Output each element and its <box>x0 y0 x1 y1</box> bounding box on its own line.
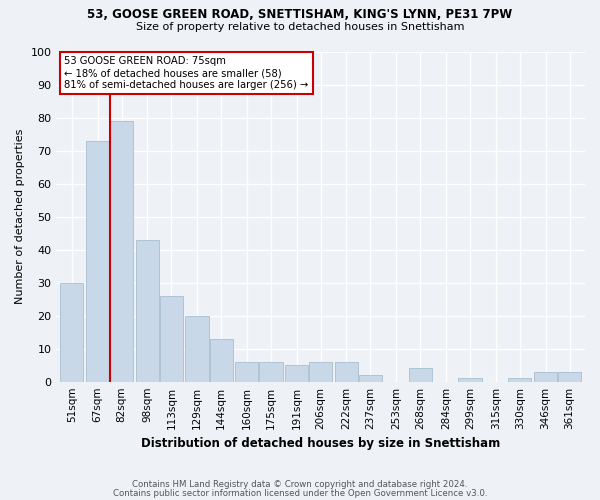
Bar <box>185 316 209 382</box>
Bar <box>558 372 581 382</box>
Text: Contains HM Land Registry data © Crown copyright and database right 2024.: Contains HM Land Registry data © Crown c… <box>132 480 468 489</box>
Bar <box>136 240 159 382</box>
Text: 53 GOOSE GREEN ROAD: 75sqm
← 18% of detached houses are smaller (58)
81% of semi: 53 GOOSE GREEN ROAD: 75sqm ← 18% of deta… <box>64 56 308 90</box>
Text: Size of property relative to detached houses in Snettisham: Size of property relative to detached ho… <box>136 22 464 32</box>
Bar <box>359 375 382 382</box>
Bar <box>259 362 283 382</box>
Text: 53, GOOSE GREEN ROAD, SNETTISHAM, KING'S LYNN, PE31 7PW: 53, GOOSE GREEN ROAD, SNETTISHAM, KING'S… <box>88 8 512 20</box>
Bar <box>235 362 259 382</box>
Text: Contains public sector information licensed under the Open Government Licence v3: Contains public sector information licen… <box>113 489 487 498</box>
Bar <box>309 362 332 382</box>
Bar <box>409 368 432 382</box>
Bar <box>508 378 532 382</box>
Bar <box>110 121 133 382</box>
X-axis label: Distribution of detached houses by size in Snettisham: Distribution of detached houses by size … <box>141 437 500 450</box>
Bar <box>86 140 109 382</box>
Y-axis label: Number of detached properties: Number of detached properties <box>15 129 25 304</box>
Bar <box>60 282 83 382</box>
Bar <box>335 362 358 382</box>
Bar <box>209 339 233 382</box>
Bar <box>534 372 557 382</box>
Bar <box>160 296 183 382</box>
Bar <box>285 365 308 382</box>
Bar <box>458 378 482 382</box>
